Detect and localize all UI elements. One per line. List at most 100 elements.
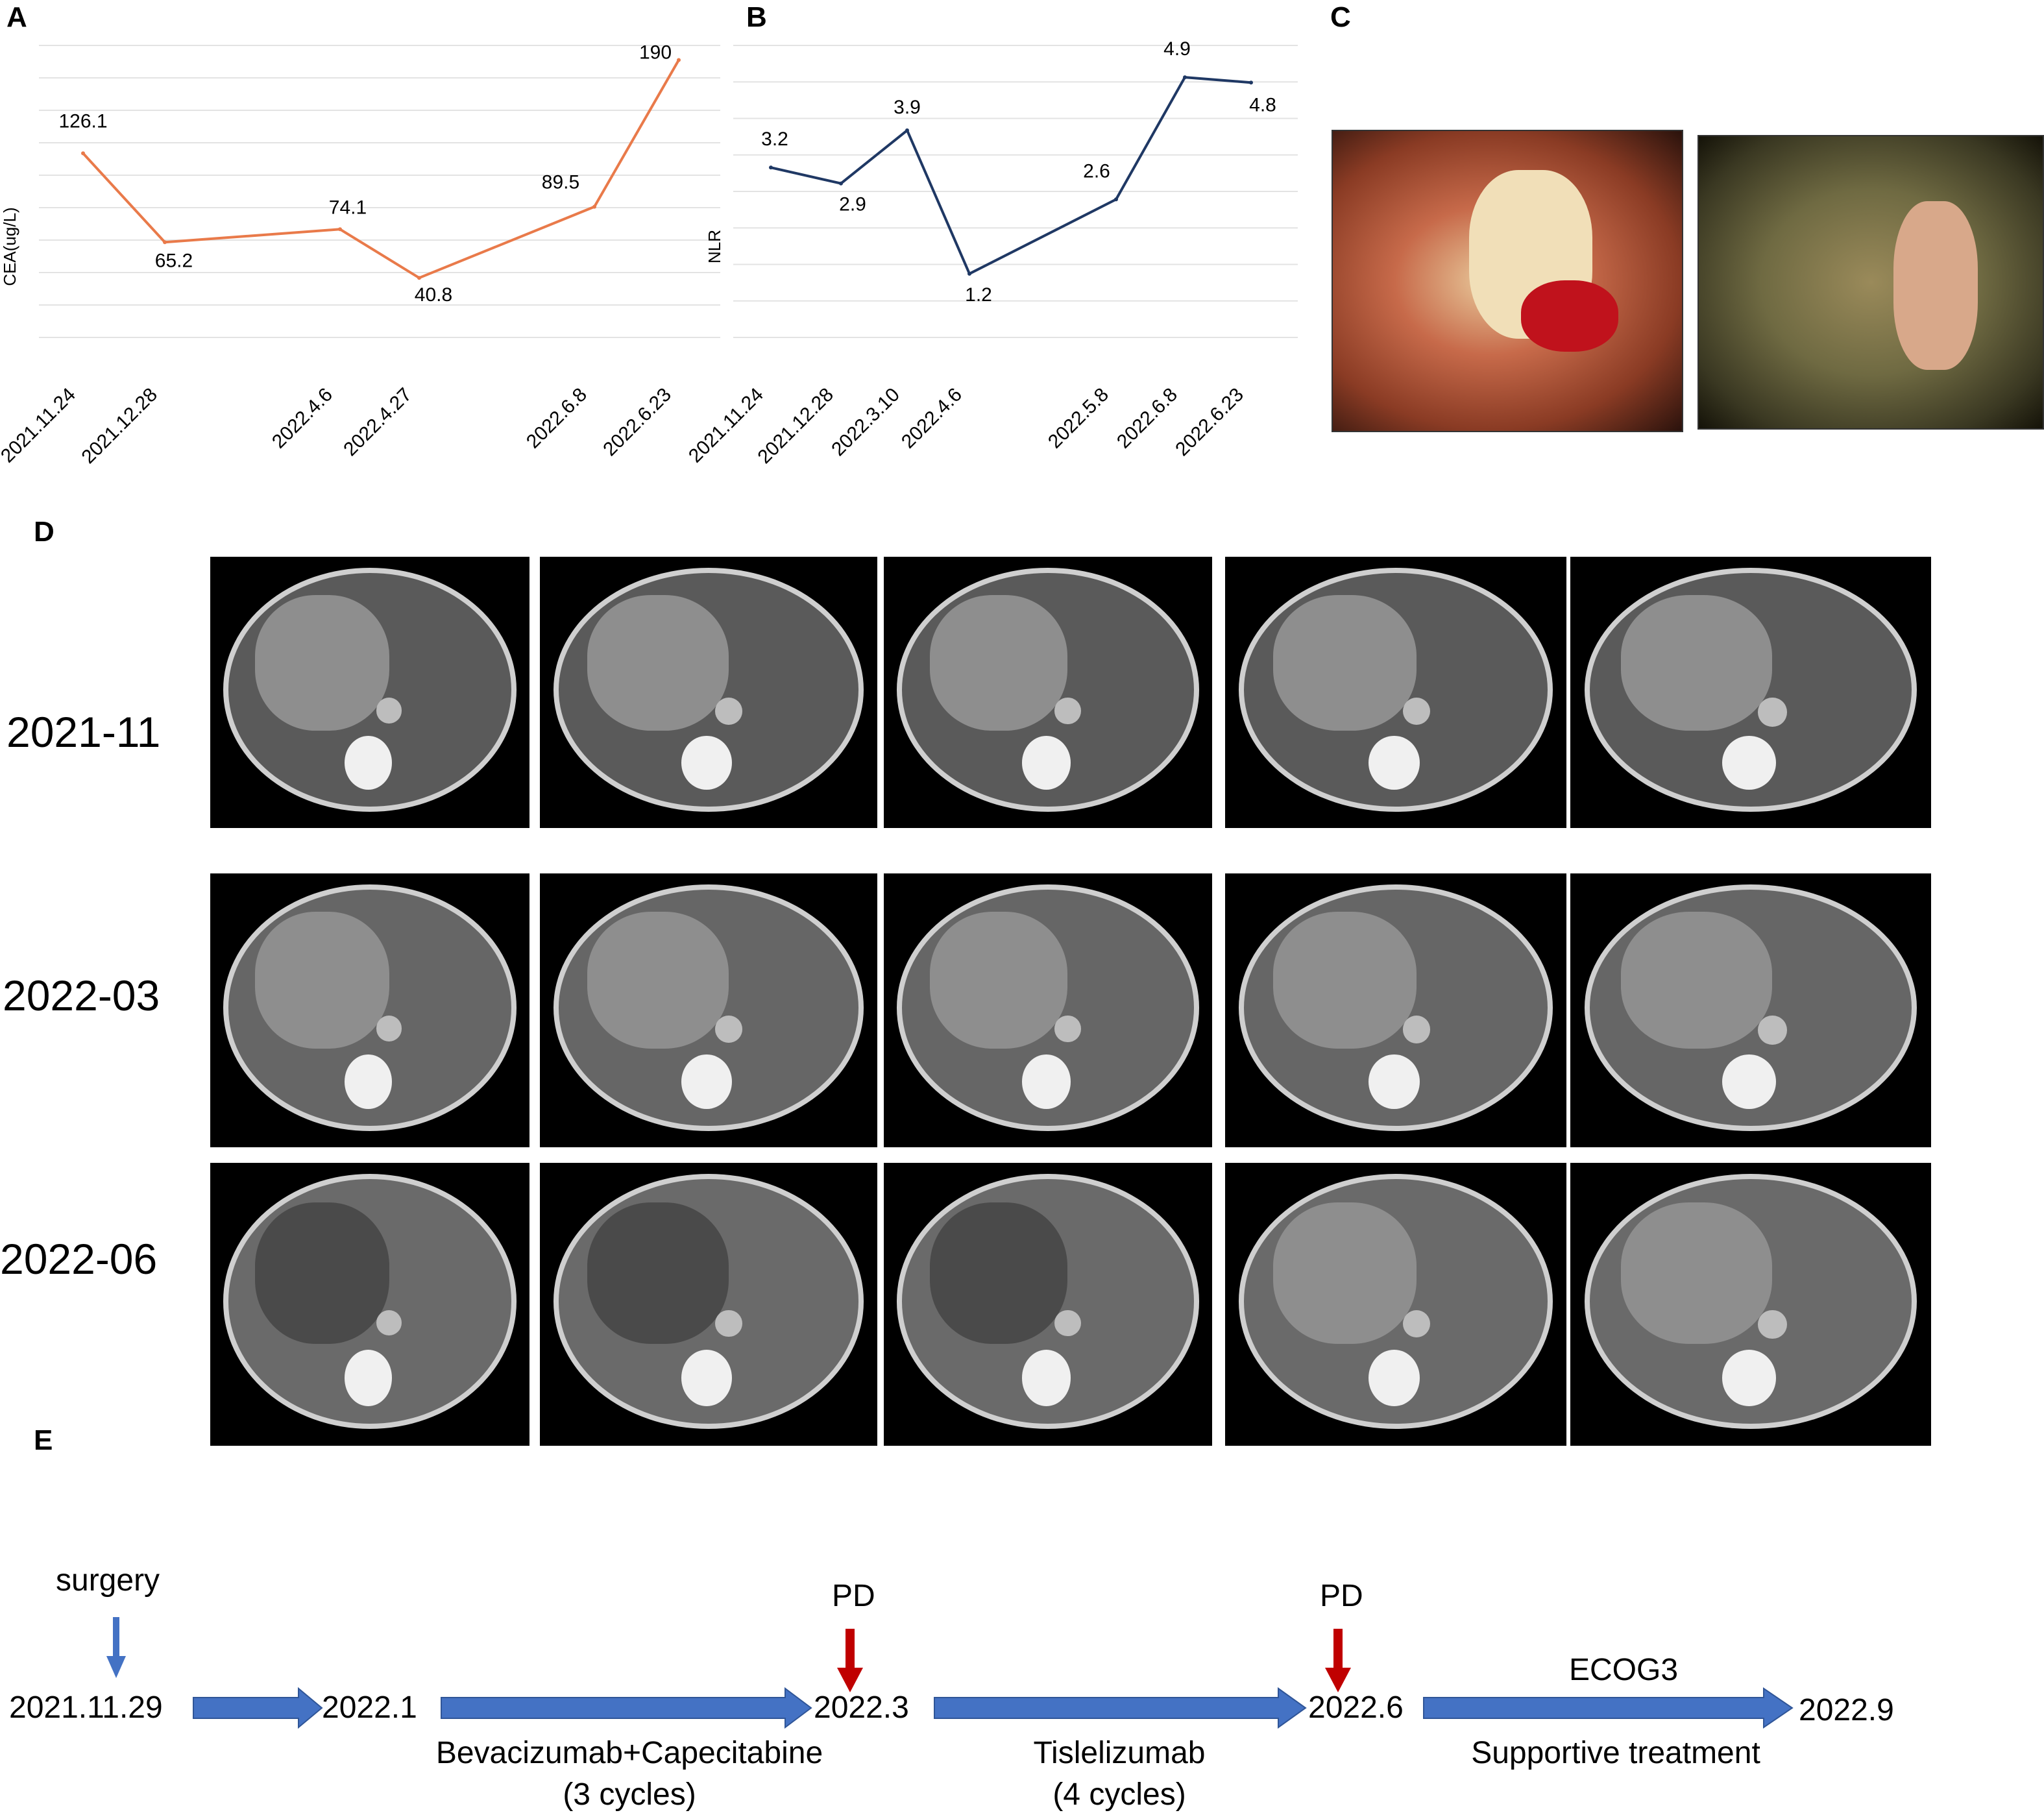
timeline-date-2: 2022.1 [322, 1690, 417, 1725]
nlr-x-tick-label: 2021.12.28 [753, 384, 838, 469]
cea-data-label: 126.1 [58, 110, 107, 132]
nlr-data-label: 4.8 [1249, 94, 1276, 116]
ct-aorta [1054, 1016, 1081, 1042]
ct-scan-image [1225, 873, 1566, 1147]
ct-organ [254, 1202, 389, 1345]
ct-organ [1620, 594, 1773, 731]
ct-spine [1722, 1349, 1776, 1406]
timeline-arrow-4 [1423, 1687, 1794, 1729]
treatment-3-label: Supportive treatment [1471, 1736, 1760, 1770]
treatment-1-cycles: (3 cycles) [563, 1777, 696, 1812]
cea-data-label: 190 [639, 42, 672, 64]
ct-aorta [376, 1016, 402, 1041]
cea-x-tick-label: 2022.6.23 [599, 384, 675, 461]
panel-label-e: E [34, 1424, 53, 1456]
nlr-data-point [1114, 197, 1118, 202]
surgery-label: surgery [56, 1563, 160, 1598]
ct-organ [254, 912, 389, 1049]
ct-scan-image [1570, 873, 1931, 1147]
endoscopy-white-light-image [1332, 130, 1683, 432]
nlr-x-tick-label: 2022.6.8 [1113, 384, 1182, 453]
ct-spine [681, 1349, 733, 1406]
ct-aorta [1402, 1016, 1430, 1043]
ct-scan-image [1225, 557, 1566, 828]
ct-scan-image [210, 873, 529, 1147]
cea-data-point [417, 276, 421, 280]
cea-x-tick-label: 2021.12.28 [77, 384, 162, 469]
ct-spine [1021, 735, 1071, 790]
ct-organ [1620, 1202, 1773, 1345]
ct-row-label-2022-06: 2022-06 [0, 1235, 158, 1283]
ct-row-label-2022-03: 2022-03 [3, 971, 160, 1019]
ct-organ [1272, 594, 1417, 731]
cea-x-tick-label: 2022.4.27 [339, 384, 416, 461]
nlr-x-tick-label: 2022.5.8 [1044, 384, 1113, 453]
nlr-data-label: 2.6 [1083, 160, 1110, 182]
nlr-data-label: 1.2 [965, 284, 992, 306]
ct-spine [344, 1054, 393, 1109]
pd-arrow-2-shaft [1333, 1629, 1343, 1669]
surgery-arrow-head [106, 1656, 126, 1678]
cea-data-label: 74.1 [329, 197, 367, 218]
ct-row-label-2021-11: 2021-11 [6, 708, 161, 756]
pd-arrow-1-head [837, 1668, 863, 1692]
timeline-date-3: 2022.3 [814, 1690, 909, 1725]
ct-spine [1021, 1349, 1071, 1406]
treatment-2-cycles: (4 cycles) [1052, 1777, 1186, 1812]
timeline-arrow-2 [441, 1687, 812, 1729]
ct-aorta [1758, 1309, 1787, 1339]
ct-aorta [376, 698, 402, 724]
ct-organ [254, 594, 389, 731]
nlr-series-line [770, 76, 1252, 275]
ct-organ [587, 594, 729, 731]
ct-aorta [1402, 698, 1430, 725]
nlr-data-label: 3.2 [761, 128, 788, 150]
pd-arrow-2-head [1325, 1668, 1351, 1692]
cea-x-tick-label: 2022.6.8 [522, 384, 591, 453]
panel-label-b: B [746, 1, 767, 33]
nlr-x-tick-label: 2022.4.6 [897, 384, 966, 453]
ct-spine [1368, 735, 1420, 790]
timeline-date-4: 2022.6 [1308, 1690, 1404, 1725]
cea-line-chart: CEA(ug/L) 126.1 2021.11.24 65.2 2021.12.28 74… [0, 42, 720, 469]
ct-spine [344, 735, 393, 790]
lesion [1893, 201, 1978, 370]
ct-spine [1722, 735, 1776, 790]
timeline-arrow-1 [193, 1687, 323, 1729]
cea-x-tick-label: 2021.11.24 [0, 384, 80, 467]
ct-organ [587, 1202, 729, 1345]
ct-spine [681, 735, 733, 790]
cea-y-axis-label: CEA(ug/L) [0, 207, 19, 286]
ct-spine [1722, 1054, 1776, 1109]
ct-scan-image [884, 557, 1212, 828]
treatment-1-label: Bevacizumab+Capecitabine [435, 1736, 823, 1770]
ct-organ [587, 912, 729, 1049]
nlr-data-label: 3.9 [894, 97, 921, 118]
ct-spine [1021, 1054, 1071, 1109]
ct-scan-image [210, 557, 529, 828]
nlr-data-point [905, 128, 909, 132]
panel-label-c: C [1330, 1, 1351, 33]
ct-organ [929, 594, 1068, 731]
ct-organ [929, 912, 1068, 1049]
nlr-data-point [967, 271, 971, 276]
panel-label-a: A [6, 1, 27, 33]
nlr-x-tick-label: 2022.6.23 [1171, 384, 1248, 461]
cea-data-point [592, 204, 596, 209]
cea-data-label: 65.2 [155, 250, 193, 271]
ct-spine [344, 1349, 393, 1406]
timeline-date-1: 2021.11.29 [9, 1690, 163, 1725]
cea-data-point [338, 227, 342, 232]
pd-label-2: PD [1320, 1579, 1363, 1613]
ct-aorta [715, 698, 742, 725]
surgery-arrow-shaft [113, 1617, 119, 1657]
ct-spine [1368, 1054, 1420, 1109]
ct-scan-image [210, 1163, 529, 1446]
ct-organ [1272, 912, 1417, 1049]
cea-data-point [81, 151, 85, 156]
cea-data-point [163, 240, 167, 245]
nlr-line-chart: NLR3.22021.11.242.92021.12.283.92022.3.1… [688, 38, 1298, 469]
endoscopy-nbi-image [1697, 135, 2044, 430]
cea-x-tick-label: 2022.4.6 [268, 384, 337, 453]
ct-scan-image [540, 1163, 877, 1446]
